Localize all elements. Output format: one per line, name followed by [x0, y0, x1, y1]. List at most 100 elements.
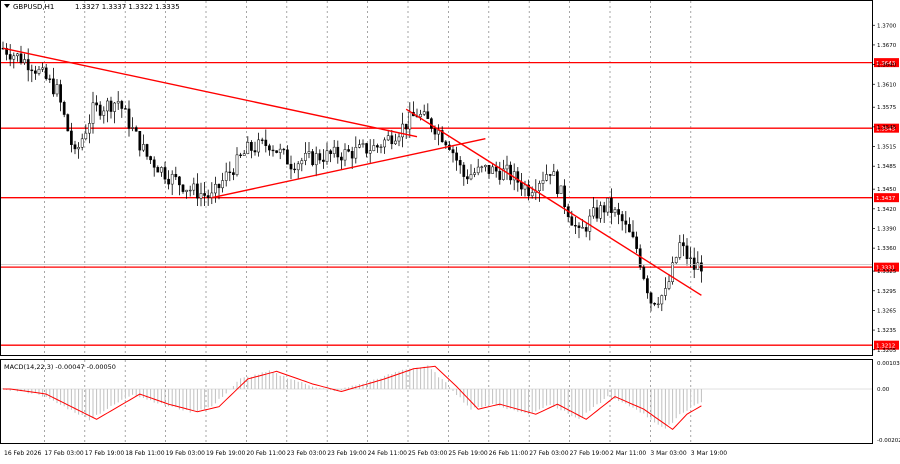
candle-body [203, 193, 206, 196]
trendline-descending-long [2, 47, 418, 138]
x-tick-label: 18 Feb 11:00 [125, 450, 165, 457]
y-tick-label: 1.3295 [877, 289, 897, 295]
candle-body [592, 207, 595, 217]
candle-body [394, 140, 397, 145]
candle-body [325, 150, 329, 162]
candle-body [617, 209, 620, 215]
candle-body [487, 165, 491, 174]
candle-body [437, 130, 440, 135]
candle-body [466, 176, 469, 180]
candle-body [563, 185, 566, 207]
candle-body [156, 167, 160, 173]
candle-body [462, 164, 466, 177]
candle-body [52, 78, 55, 95]
candle-body [289, 163, 293, 170]
trendlines [2, 47, 702, 296]
candle-body [250, 142, 253, 151]
x-tick-label: 25 Feb 03:00 [408, 450, 448, 457]
candle-body [23, 59, 26, 64]
candle-body [293, 168, 296, 171]
candle-body [692, 257, 696, 270]
collapse-triangle-icon[interactable] [4, 4, 10, 8]
trendline-descending-short [405, 108, 702, 296]
candle-body [401, 123, 404, 138]
candle-body [8, 54, 12, 60]
candle-body [152, 159, 156, 168]
candle-body [667, 281, 671, 289]
candle-body [221, 180, 224, 189]
candle-body [610, 197, 613, 213]
candle-body [120, 101, 124, 109]
candle-body [16, 53, 19, 57]
candle-body [163, 167, 167, 180]
candle-body [491, 166, 494, 174]
candle-body [235, 154, 239, 175]
level-price-label: 1.3543 [876, 126, 896, 132]
candle-body [95, 102, 98, 106]
candle-body [192, 183, 196, 191]
x-tick-label: 17 Feb 03:00 [44, 450, 84, 457]
candle-body [512, 171, 516, 181]
candle-body [343, 149, 347, 161]
candle-body [574, 225, 577, 227]
x-tick-label: 23 Feb 19:00 [327, 450, 367, 457]
macd-title: MACD(14,22,3) -0.00047 -0.00050 [4, 363, 116, 371]
candle-body [102, 110, 106, 116]
candle-body [228, 171, 232, 173]
candle-body [322, 159, 325, 162]
candle-body [440, 130, 444, 143]
candle-body [59, 84, 62, 103]
macd-tick-label: -0.00202 [877, 438, 900, 444]
candle-body [545, 174, 548, 181]
level-price-tag [874, 58, 899, 68]
candle-body [682, 242, 685, 247]
candle-body [606, 197, 610, 213]
candle-body [347, 149, 350, 152]
x-tick-label: 27 Feb 03:00 [529, 450, 569, 457]
x-tick-label: 19 Feb 03:00 [166, 450, 206, 457]
candle-body [350, 151, 354, 159]
candle-body [304, 153, 307, 161]
candle-body [530, 192, 534, 197]
candle-body [134, 127, 138, 132]
candle-body [268, 145, 271, 151]
candle-body [91, 102, 95, 124]
chart-title: GBPUSD,H1 [13, 3, 54, 11]
candle-body [444, 141, 448, 146]
y-tick-label: 1.3360 [877, 246, 897, 252]
level-price-label: 1.3212 [876, 343, 895, 349]
level-price-label: 1.3331 [876, 265, 895, 271]
candle-body [80, 138, 84, 148]
x-tick-label: 19 Feb 19:00 [206, 450, 246, 457]
candle-body [577, 225, 581, 228]
y-tick-label: 1.3485 [877, 164, 897, 170]
macd-signal-line [3, 365, 702, 431]
candle-body [199, 193, 203, 199]
candle-body [628, 224, 631, 233]
candle-body [19, 53, 23, 64]
candle-body [178, 176, 181, 186]
candle-body [390, 135, 394, 145]
level-price-tag [874, 262, 899, 272]
candle-body [509, 164, 512, 181]
x-tick-label: 17 Feb 19:00 [85, 450, 125, 457]
candle-body [660, 295, 664, 305]
y-tick-label: 1.3610 [877, 82, 897, 88]
candle-body [174, 174, 178, 178]
x-tick-label: 24 Feb 11:00 [368, 450, 408, 457]
candle-body [354, 147, 358, 159]
macd-series [1, 365, 872, 431]
candle-body [37, 69, 41, 74]
y-tick-label: 1.3325 [877, 269, 897, 275]
candle-body [66, 114, 70, 132]
y-tick-label: 1.3390 [877, 226, 897, 232]
candle-body [376, 145, 379, 148]
candle-body [383, 139, 386, 148]
candle-body [214, 183, 217, 194]
candle-body [149, 156, 152, 161]
macd-tick-label: 0.00 [877, 387, 890, 393]
x-tick-label: 3 Mar 19:00 [691, 450, 727, 457]
candle-body [656, 303, 660, 306]
candle-body [646, 278, 649, 294]
y-tick-label: 1.3545 [877, 125, 897, 131]
